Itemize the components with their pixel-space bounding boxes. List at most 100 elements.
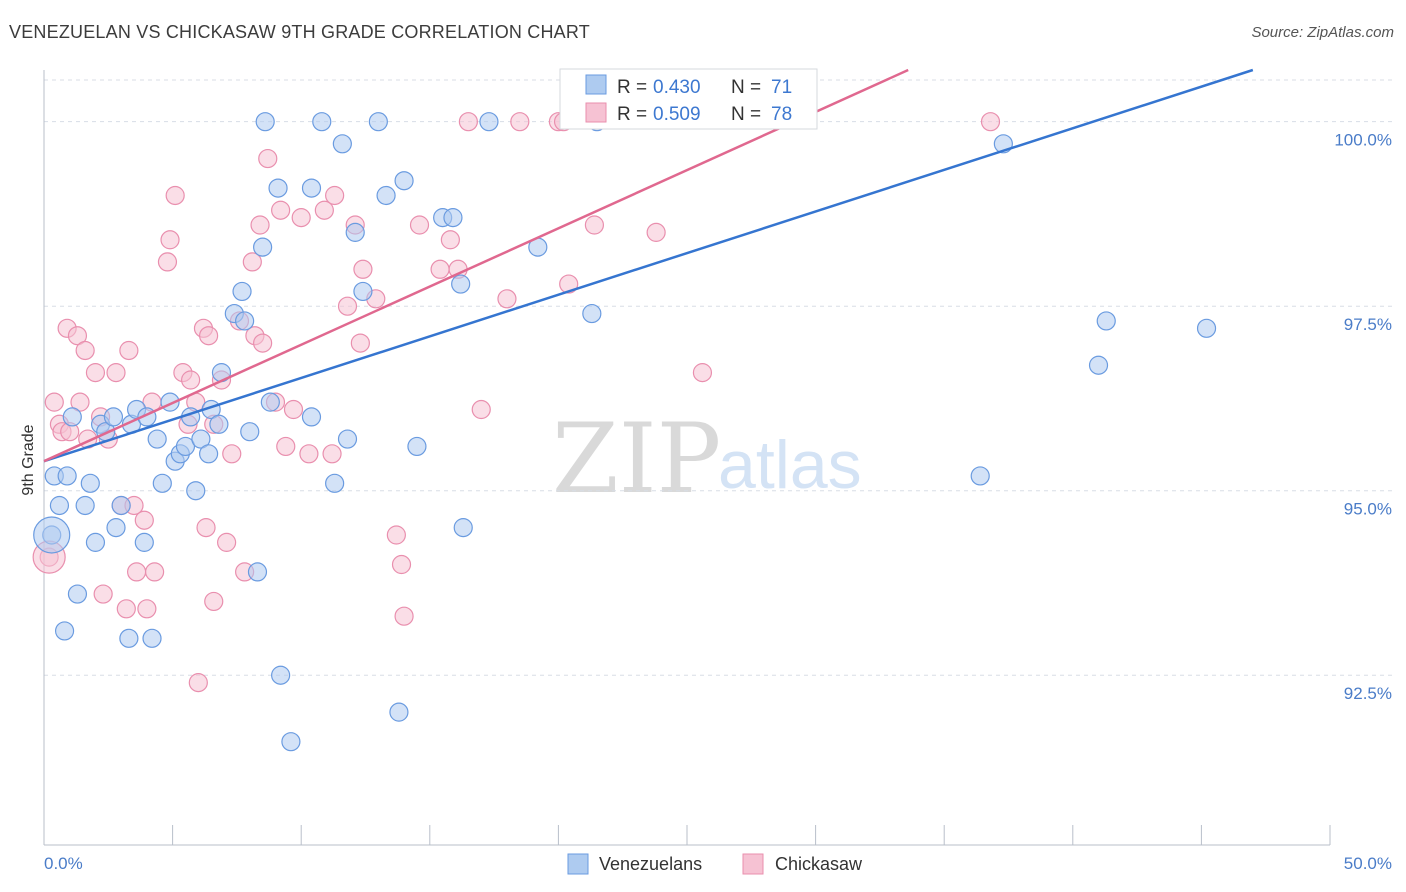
data-point-venezuelans [103,407,124,427]
y-tick-label: 95.0% [1344,500,1392,519]
data-point-venezuelans [271,665,291,685]
data-point-venezuelans [142,628,162,648]
y-tick-label: 100.0% [1334,131,1392,150]
data-point-venezuelans [353,281,373,302]
watermark: ZIP atlas [552,403,862,515]
data-point-venezuelans [268,178,288,198]
data-point-chickasaw [559,274,579,294]
data-point-venezuelans [970,466,990,486]
data-point-chickasaw [510,112,530,132]
data-point-chickasaw [350,333,370,353]
data-point-venezuelans [407,436,427,457]
legend-swatch-chickasaw [742,853,764,875]
data-point-venezuelans-large [33,516,71,554]
data-point-venezuelans [49,495,70,516]
data-point-chickasaw [271,200,291,220]
stats-n-label-1: N = [731,77,761,98]
data-point-venezuelans [147,429,167,449]
data-point-chickasaw [276,436,296,457]
data-point-chickasaw [325,185,345,206]
data-point-chickasaw [584,215,605,235]
trendline-venezuelans [43,68,1254,463]
data-point-venezuelans [376,185,396,206]
data-point-venezuelans [247,562,268,582]
y-tick-label: 97.5% [1344,315,1392,334]
stats-legend: R = 0.430 N = 71 R = 0.509 N = 78 [559,68,818,130]
data-point-venezuelans [67,584,88,604]
data-point-chickasaw [93,584,113,604]
data-point-chickasaw [394,606,414,626]
data-point-chickasaw [217,532,237,552]
data-point-venezuelans [106,518,126,538]
data-point-chickasaw [253,333,273,353]
source-label: Source: ZipAtlas.com [1251,24,1394,41]
stats-r-value-2: 0.509 [653,104,701,125]
stats-r-label-2: R = [617,104,647,125]
data-point-venezuelans [253,237,273,257]
data-point-chickasaw [134,510,154,530]
data-point-venezuelans [443,208,463,228]
data-point-venezuelans [232,281,252,302]
data-point-chickasaw [199,326,219,346]
stats-n-value-2: 78 [771,104,792,125]
data-point-chickasaw [430,259,450,279]
data-point-venezuelans [312,112,332,132]
data-point-venezuelans [54,621,75,641]
data-point-venezuelans [134,532,154,552]
data-point-venezuelans [260,392,280,412]
data-point-venezuelans [345,222,365,242]
data-point-chickasaw [980,112,1001,132]
data-point-chickasaw [126,562,147,582]
data-point-venezuelans [301,178,322,198]
data-point-chickasaw [692,363,713,383]
data-point-chickasaw [497,289,517,309]
data-point-venezuelans [111,495,131,516]
data-point-venezuelans [255,112,275,132]
data-point-chickasaw [250,215,270,235]
data-point-chickasaw [44,392,64,412]
data-point-chickasaw [258,148,278,169]
data-point-chickasaw [471,399,491,420]
y-tick-label: 92.5% [1344,684,1392,703]
chart-title: VENEZUELAN VS CHICKASAW 9TH GRADE CORREL… [9,22,590,42]
data-point-chickasaw [242,252,262,272]
data-point-venezuelans [1196,318,1217,338]
data-point-venezuelans [368,112,388,132]
legend-label-chickasaw: Chickasaw [775,854,863,874]
trendlines [43,68,1254,463]
data-point-venezuelans [240,422,260,442]
data-point-venezuelans [62,407,82,427]
data-point-venezuelans [332,134,352,154]
data-point-chickasaw [106,363,126,383]
data-point-chickasaw [222,444,242,464]
data-point-chickasaw [116,599,136,619]
stats-n-label-2: N = [731,104,761,125]
x-axis-ticks [43,825,1331,845]
series-venezuelans-points [33,112,1217,752]
watermark-zip: ZIP [552,403,721,515]
trendline-chickasaw [43,68,909,463]
y-axis-title: 9th Grade [20,424,37,495]
data-point-chickasaw [458,112,478,132]
data-point-venezuelans [152,473,172,493]
data-point-venezuelans [451,274,471,294]
data-point-venezuelans [301,407,322,427]
data-point-chickasaw [322,444,342,464]
series-chickasaw-points [32,112,1001,693]
stats-legend-swatch-pink [585,102,607,123]
data-point-venezuelans [80,473,100,493]
bottom-legend: Venezuelans Chickasaw [567,853,863,875]
data-point-venezuelans [479,112,499,132]
x-tick-label-max: 50.0% [1344,854,1392,873]
data-point-chickasaw [85,363,106,383]
data-point-venezuelans [235,311,255,331]
data-point-venezuelans [191,429,211,449]
stats-r-value-1: 0.430 [653,77,701,98]
data-point-chickasaw [137,599,157,619]
data-point-venezuelans [1096,311,1116,331]
data-point-chickasaw [144,562,165,582]
data-point-venezuelans [175,436,196,457]
data-point-venezuelans [209,414,229,434]
data-point-chickasaw [314,200,334,220]
